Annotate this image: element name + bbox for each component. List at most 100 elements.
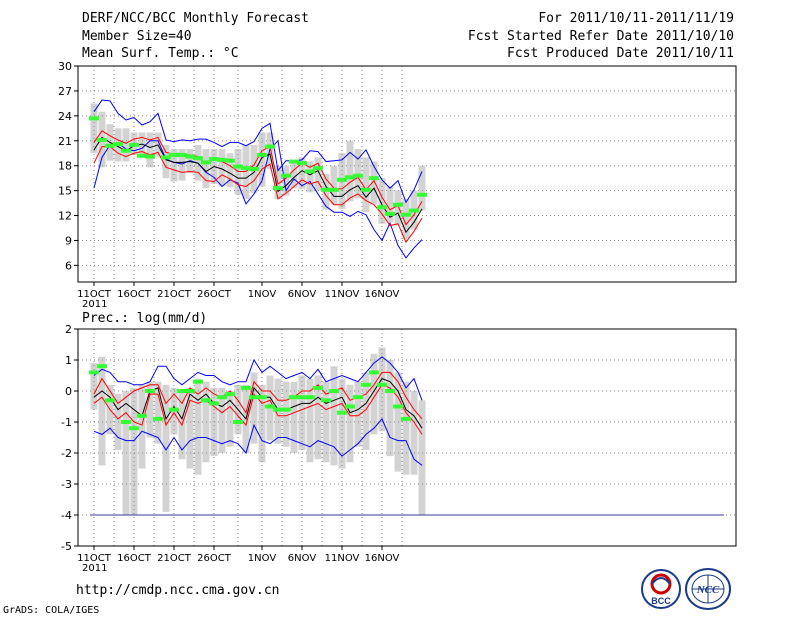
obs-marker: [89, 370, 99, 375]
x-tick-label: 16NOV: [365, 553, 400, 564]
obs-marker: [233, 420, 243, 424]
obs-marker: [129, 426, 139, 431]
obs-marker: [313, 166, 323, 171]
y-tick-label: 21: [58, 135, 72, 148]
obs-marker: [193, 379, 203, 384]
obs-marker: [369, 176, 379, 181]
obs-marker: [145, 154, 155, 159]
series-line-ensemble-max: [93, 356, 423, 401]
temp-variable-label: Mean Surf. Temp.: °C: [82, 46, 239, 61]
x-tick-label: 16OCT: [117, 553, 152, 564]
y-tick-label: -2: [61, 447, 72, 460]
plot-frame: [77, 65, 737, 283]
spread-box: [146, 381, 154, 438]
series-line-ensemble-max: [93, 139, 423, 259]
fcst-started-date: Fcst Started Refer Date 2011/10/10: [467, 29, 734, 44]
obs-marker: [409, 208, 419, 213]
spread-box: [418, 165, 426, 211]
y-tick-label: 1: [65, 354, 72, 367]
y-tick-label: 12: [58, 210, 72, 223]
x-tick-label: 11NOV: [325, 289, 360, 300]
obs-marker: [177, 152, 187, 157]
source-url[interactable]: http://cmdp.ncc.cma.gov.cn: [76, 583, 280, 598]
obs-marker: [137, 413, 147, 418]
x-tick-label: 11NOV: [325, 553, 360, 564]
spread-box: [154, 381, 162, 444]
y-tick-label: 27: [58, 85, 72, 98]
spread-box: [378, 178, 386, 224]
obs-marker: [265, 144, 275, 149]
bcc-logo-text: BCC: [651, 596, 671, 606]
obs-marker: [249, 167, 259, 172]
obs-marker: [121, 420, 131, 424]
obs-marker: [121, 148, 131, 153]
y-tick-label: -5: [61, 540, 72, 553]
x-tick-label: 1NOV: [248, 289, 277, 300]
spread-box: [90, 363, 98, 410]
y-tick-label: 15: [58, 185, 72, 198]
spread-box: [202, 149, 210, 189]
obs-marker: [201, 160, 211, 165]
obs-marker: [297, 161, 307, 166]
spread-box: [218, 149, 226, 187]
y-tick-label: -1: [61, 416, 72, 429]
spread-box: [162, 384, 170, 512]
precip-variable-label: Prec.: log(mm/d): [82, 311, 208, 326]
obs-marker: [281, 173, 291, 178]
x-year-label: 2011: [82, 299, 107, 310]
grads-credit: GrADS: COLA/IGES: [3, 605, 100, 616]
obs-marker: [305, 395, 315, 400]
spread-box: [282, 165, 290, 196]
spread-box: [338, 378, 346, 469]
spread-box: [298, 157, 306, 189]
obs-marker: [393, 404, 403, 409]
obs-marker: [249, 395, 259, 400]
obs-marker: [305, 169, 315, 174]
spread-box: [178, 149, 186, 181]
obs-marker: [225, 392, 235, 397]
obs-marker: [97, 364, 107, 369]
series-line-mean-plus-sd: [93, 371, 423, 420]
x-tick-label: 1NOV: [248, 553, 277, 564]
x-tick-label: 6NOV: [288, 289, 317, 300]
obs-marker: [329, 389, 339, 393]
obs-marker: [401, 212, 411, 217]
ncc-logo-text: NCC: [696, 584, 720, 596]
obs-marker: [385, 211, 395, 216]
obs-marker: [297, 395, 307, 400]
x-tick-label: 16NOV: [365, 289, 400, 300]
obs-marker: [369, 370, 379, 375]
obs-marker: [193, 156, 203, 161]
obs-marker: [321, 398, 331, 403]
x-tick-label: 21OCT: [157, 289, 192, 300]
spread-box: [226, 153, 234, 188]
spread-box: [314, 375, 322, 460]
obs-marker: [345, 175, 355, 180]
obs-marker: [361, 187, 371, 192]
obs-marker: [137, 153, 147, 158]
x-tick-label: 26OCT: [197, 289, 232, 300]
obs-marker: [329, 187, 339, 192]
obs-marker: [161, 155, 171, 160]
obs-marker: [209, 157, 219, 162]
spread-box: [354, 149, 362, 199]
y-tick-label: 9: [65, 234, 72, 247]
obs-marker: [401, 416, 411, 421]
spread-box: [226, 391, 234, 447]
obs-marker: [289, 159, 299, 164]
y-tick-label: 24: [58, 110, 72, 123]
chart-panel-0: 6 9 12 15 18 21 24 27 30 11OCT 16OCT 21OCT 26OCT 1NOV…: [58, 60, 737, 310]
obs-marker: [185, 154, 195, 159]
spread-box: [346, 384, 354, 463]
obs-marker: [241, 385, 251, 390]
obs-marker: [353, 173, 363, 178]
obs-marker: [89, 116, 99, 121]
x-tick-label: 26OCT: [197, 553, 232, 564]
spread-box: [290, 381, 298, 453]
spread-box: [362, 372, 370, 450]
obs-marker: [385, 389, 395, 393]
spread-box: [306, 378, 314, 463]
obs-marker: [105, 143, 115, 148]
y-tick-label: 0: [65, 385, 72, 398]
